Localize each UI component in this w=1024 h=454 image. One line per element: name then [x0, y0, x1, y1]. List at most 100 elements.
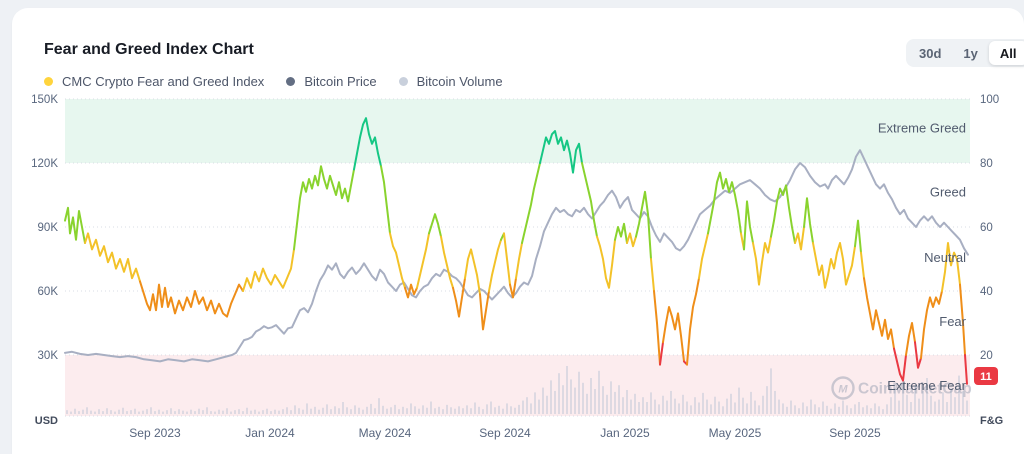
volume-bar [74, 408, 76, 414]
volume-bar [530, 403, 532, 414]
volume-bar [274, 409, 276, 414]
volume-bar [502, 408, 504, 414]
fear-greed-line-segment [479, 290, 490, 331]
legend-item-fear-greed[interactable]: CMC Crypto Fear and Greed Index [44, 74, 264, 89]
legend-item-bitcoin-volume[interactable]: Bitcoin Volume [398, 74, 503, 89]
volume-bar [910, 402, 912, 414]
volume-bar [346, 407, 348, 414]
volume-bar [534, 392, 536, 414]
volume-bar [82, 409, 84, 414]
fear-greed-line-segment [653, 290, 661, 366]
bitcoin-price-line [64, 149, 969, 363]
fear-greed-line-segment [503, 232, 511, 286]
volume-bar [730, 393, 732, 414]
volume-bar [282, 409, 284, 414]
fear-greed-line-segment [659, 341, 664, 366]
volume-bar [590, 378, 592, 414]
volume-bar [78, 411, 80, 414]
volume-bar [930, 395, 932, 414]
fear-greed-line-segment [812, 242, 856, 289]
volume-bar [258, 411, 260, 414]
volume-bar [722, 406, 724, 414]
volume-bar [654, 399, 656, 414]
current-value-badge [974, 367, 998, 385]
volume-bar [734, 402, 736, 414]
volume-bar [894, 387, 896, 414]
volume-bar [870, 408, 872, 414]
volume-bar [342, 402, 344, 414]
range-button-all[interactable]: All [988, 41, 1024, 65]
volume-bar [874, 403, 876, 414]
volume-bar [382, 405, 384, 414]
volume-bar [398, 409, 400, 414]
volume-bar [390, 407, 392, 414]
fear-greed-line-segment [293, 165, 355, 251]
volume-bar [746, 403, 748, 414]
volume-bar [350, 409, 352, 414]
volume-bar [358, 407, 360, 414]
volume-bar [146, 409, 148, 414]
volume-bar [938, 399, 940, 414]
volume-bar [542, 387, 544, 414]
volume-bar [262, 410, 264, 414]
volume-bar [114, 411, 116, 414]
volume-bar [702, 392, 704, 414]
volume-bar [414, 406, 416, 414]
volume-bar [106, 408, 108, 414]
volume-bar [338, 408, 340, 414]
fear-greed-line-segment [509, 277, 517, 299]
volume-bar [226, 408, 228, 414]
m-circle-logo [831, 376, 855, 400]
volume-bar [130, 410, 132, 414]
volume-bar [518, 404, 520, 414]
volume-bar [934, 401, 936, 414]
fear-greed-line-segment [662, 306, 685, 363]
fear-greed-line-segment [539, 130, 583, 174]
right-axis-title: F&G [980, 415, 1003, 427]
volume-bar [830, 408, 832, 414]
volume-bar [714, 396, 716, 414]
volume-bar [790, 400, 792, 414]
volume-bar [98, 409, 100, 414]
volume-bar [566, 366, 568, 414]
range-button-30d[interactable]: 30d [908, 41, 952, 65]
volume-bar [850, 408, 852, 414]
m-logo-letter: M [838, 384, 848, 396]
bitcoin-price-dot-icon [286, 77, 296, 86]
volume-bar [514, 407, 516, 414]
volume-bar [606, 394, 608, 414]
fear-greed-line-segment [635, 190, 652, 260]
left-axis-tick: 60K [38, 286, 59, 298]
volume-bar [238, 409, 240, 414]
volume-bar [170, 408, 172, 414]
fear-greed-line-segment [521, 162, 541, 244]
volume-bar [718, 401, 720, 414]
volume-bar [802, 402, 804, 414]
volume-bar [298, 408, 300, 414]
volume-bar [158, 409, 160, 414]
volume-bar [174, 411, 176, 414]
volume-bar [706, 399, 708, 414]
volume-bar [598, 370, 600, 414]
volume-bar [670, 390, 672, 414]
legend-item-bitcoin-price[interactable]: Bitcoin Price [286, 74, 377, 89]
volume-bar [510, 406, 512, 414]
left-axis-tick: 30K [38, 350, 59, 362]
volume-bar [286, 407, 288, 414]
volume-bar [410, 403, 412, 414]
volume-bar [434, 408, 436, 414]
volume-bar [946, 402, 948, 414]
volume-bar [150, 407, 152, 414]
volume-bar [554, 390, 556, 414]
volume-bar [622, 397, 624, 414]
volume-bar [638, 402, 640, 414]
volume-bar [334, 406, 336, 414]
fear-greed-line-segment [416, 232, 430, 289]
fear-greed-line-segment [860, 251, 865, 280]
range-button-1y[interactable]: 1y [952, 41, 988, 65]
volume-bar [858, 402, 860, 414]
volume-bar [438, 406, 440, 414]
volume-bar [810, 399, 812, 414]
volume-bar [266, 408, 268, 414]
